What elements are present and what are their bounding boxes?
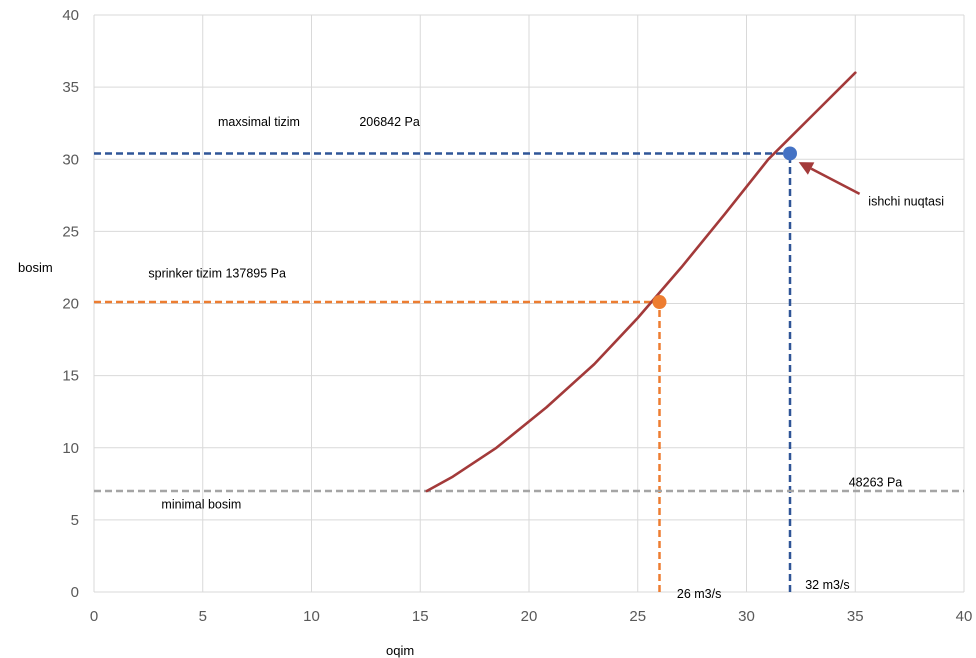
- x-tick-label: 15: [412, 608, 429, 625]
- gridlines: [93, 14, 965, 593]
- y-tick-label: 10: [62, 440, 79, 457]
- x-axis-title: oqim: [386, 643, 414, 658]
- x-tick-label: 35: [847, 608, 864, 625]
- y-tick-label: 20: [62, 296, 79, 313]
- x-tick-label: 20: [521, 608, 538, 625]
- y-tick-label: 30: [62, 151, 79, 168]
- tick-labels: 0 5 10 15 20 25 30 35 40 0 5 10 15 20 25 30 35 40: [62, 7, 972, 625]
- annotation-label: 206842 Pa: [359, 115, 420, 129]
- y-tick-label: 5: [71, 512, 79, 529]
- x-tick-label: 5: [199, 608, 207, 625]
- arrow-shaft: [810, 167, 861, 195]
- x-tick-label: 30: [738, 608, 755, 625]
- annotation-label: ishchi nuqtasi: [868, 194, 944, 208]
- annotation-label: sprinker tizim 137895 Pa: [148, 267, 286, 281]
- arrow-head: [798, 162, 815, 175]
- y-tick-label: 40: [62, 7, 79, 24]
- annotation-label: 26 m3/s: [677, 587, 721, 601]
- operating-point-marker: [652, 295, 667, 310]
- y-tick-label: 25: [62, 223, 79, 240]
- x-tick-label: 25: [629, 608, 646, 625]
- x-tick-label: 0: [90, 608, 98, 625]
- annotation-label: 48263 Pa: [849, 476, 903, 490]
- pump-curve-line: [425, 71, 857, 493]
- operating-point-marker: [783, 146, 797, 161]
- x-tick-label: 40: [956, 608, 973, 625]
- y-tick-label: 35: [62, 79, 79, 96]
- annotation-label: maxsimal tizim: [218, 115, 300, 129]
- y-axis-title: bosim: [18, 260, 53, 275]
- x-tick-label: 10: [303, 608, 320, 625]
- annotation-label: 32 m3/s: [805, 578, 849, 592]
- annotation-arrow: [798, 162, 861, 195]
- y-tick-label: 0: [71, 584, 79, 601]
- annotation-labels: maxsimal tizim 206842 Pa sprinker tizim 13…: [148, 115, 944, 601]
- reference-lines: [94, 152, 964, 592]
- highlight-points: [652, 146, 797, 310]
- y-tick-label: 15: [62, 368, 79, 385]
- annotation-label: minimal bosim: [161, 497, 241, 511]
- series-lines: [425, 71, 857, 493]
